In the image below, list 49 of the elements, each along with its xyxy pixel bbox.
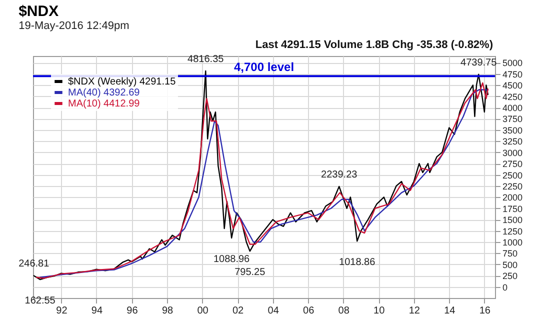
y-tick-label: 1500 bbox=[502, 215, 523, 226]
y-tick-label: 4250 bbox=[502, 92, 523, 102]
y-tick-label: 5000 bbox=[502, 58, 523, 68]
annotation: 246.81 bbox=[18, 258, 50, 270]
text: Last 4291.15 Volume 1.8B Chg -35.38 (-0.82%) bbox=[255, 39, 494, 51]
y-tick-label: 250 bbox=[502, 271, 518, 282]
legend-label: MA(40) 4392.69 bbox=[68, 88, 140, 98]
y-tick-label: 500 bbox=[502, 260, 518, 270]
x-tick-label: 08 bbox=[338, 306, 350, 316]
annotation: 4816.35 bbox=[188, 54, 224, 65]
x-tick-label: 14 bbox=[444, 306, 456, 316]
ref-line-label: 4,700 level bbox=[234, 60, 294, 74]
annotation: 1088.96 bbox=[213, 254, 250, 265]
y-tick-label: 3750 bbox=[502, 114, 523, 124]
x-tick-label: 04 bbox=[268, 306, 280, 316]
legend-label: MA(10) 4412.99 bbox=[68, 98, 140, 110]
y-tick-label: 4500 bbox=[502, 80, 523, 91]
chart-subtitle: 19-May-2016 12:49pm bbox=[18, 20, 130, 32]
y-tick-label: 750 bbox=[502, 248, 518, 259]
y-tick-label: 2500 bbox=[502, 170, 523, 180]
chart-title: $NDX bbox=[18, 3, 59, 20]
annotation: 4739.75 bbox=[460, 57, 498, 68]
x-tick-label: 12 bbox=[408, 306, 420, 316]
x-tick-label: 02 bbox=[232, 306, 244, 316]
y-tick-label: 1000 bbox=[502, 237, 523, 248]
x-tick-label: 00 bbox=[197, 306, 209, 316]
y-tick-label: 4000 bbox=[502, 103, 523, 114]
y-tick-label: 3250 bbox=[502, 136, 523, 147]
x-tick-label: 92 bbox=[56, 306, 68, 316]
annotation: 2239.23 bbox=[321, 169, 358, 180]
annotation: 1018.86 bbox=[339, 257, 376, 268]
x-tick-label: 06 bbox=[303, 306, 315, 316]
x-tick-label: 16 bbox=[479, 306, 491, 316]
x-tick-label: 96 bbox=[126, 306, 138, 316]
y-tick-label: 2000 bbox=[502, 192, 523, 203]
x-tick-label: 98 bbox=[162, 306, 174, 316]
annotation: 795.25 bbox=[234, 267, 266, 278]
y-tick-label: 0 bbox=[502, 282, 508, 292]
y-tick-label: 4750 bbox=[502, 69, 523, 80]
x-tick-label: 10 bbox=[374, 306, 386, 316]
y-tick-label: 2250 bbox=[502, 181, 523, 192]
annotation: 162.55 bbox=[24, 296, 56, 307]
y-tick-label: 3500 bbox=[502, 125, 523, 136]
y-tick-label: 1250 bbox=[502, 226, 523, 236]
y-tick-label: 1750 bbox=[502, 204, 523, 214]
y-tick-label: 2750 bbox=[502, 159, 523, 170]
x-tick-label: 94 bbox=[91, 306, 103, 316]
legend-label: $NDX (Weekly) 4291.15 bbox=[68, 76, 176, 88]
y-tick-label: 3000 bbox=[502, 148, 523, 158]
